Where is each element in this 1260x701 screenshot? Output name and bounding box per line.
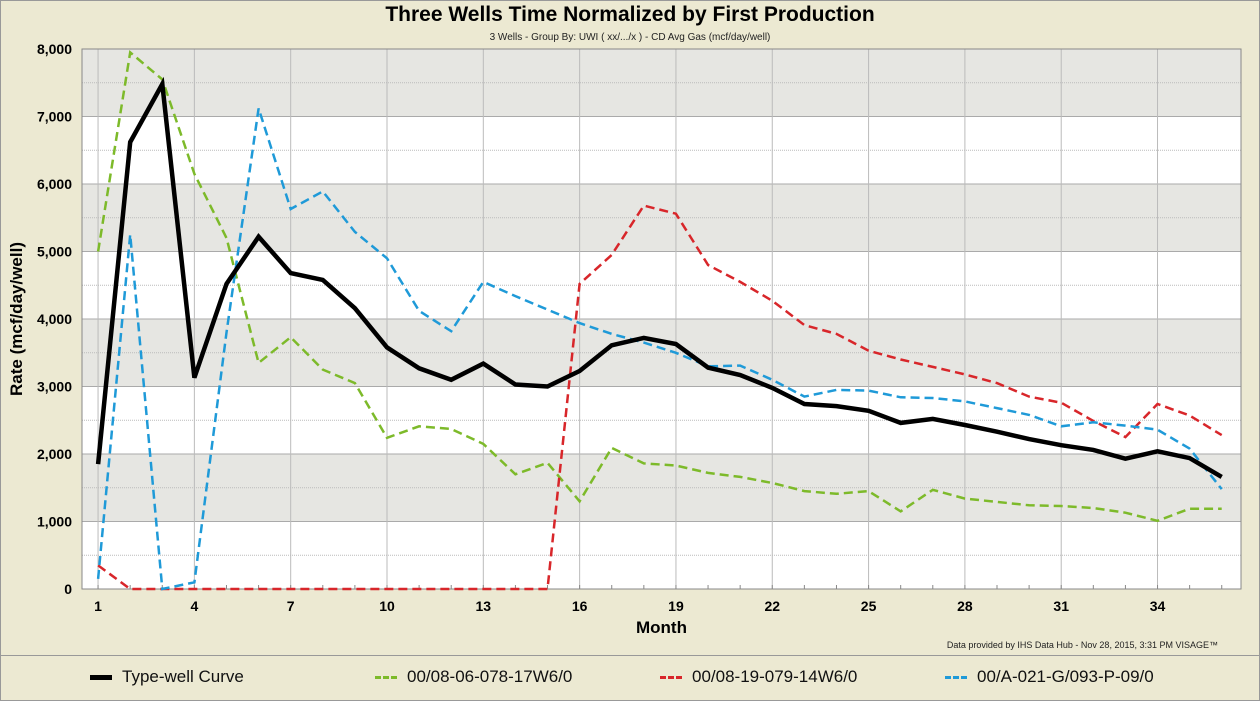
grid-band [82,319,1241,387]
chart-subtitle: 3 Wells - Group By: UWI ( xx/.../x ) - C… [489,32,771,43]
series-line-2 [97,204,1223,591]
data-credit: Data provided by IHS Data Hub - Nov 28, … [946,640,1218,650]
legend-label: 00/08-06-078-17W6/0 [407,667,573,686]
x-tick-label: 31 [1053,598,1069,614]
x-tick-label: 34 [1150,598,1166,614]
y-tick-label: 7,000 [37,109,72,125]
x-tick-label: 22 [764,598,780,614]
y-axis-label: Rate (mcf/day/well) [7,242,26,396]
legend-swatch [90,674,112,680]
x-tick-label: 25 [861,598,877,614]
x-tick-label: 7 [287,598,295,614]
plot-border [81,48,1242,590]
legend-label: 00/A-021-G/093-P-09/0 [977,667,1154,686]
legend-swatch [945,675,967,679]
y-tick-label: 3,000 [37,379,72,395]
legend-swatch [375,675,397,679]
legend-item: Type-well Curve [90,667,244,687]
y-tick-label: 4,000 [37,311,72,327]
y-tick-label: 1,000 [37,514,72,530]
legend-item: 00/08-19-079-14W6/0 [660,667,857,687]
x-tick-label: 1 [94,598,102,614]
series-line-0 [95,76,1223,479]
x-tick-label: 4 [190,598,198,614]
x-axis-label: Month [636,618,687,637]
legend-swatch [660,675,682,679]
x-tick-label: 13 [476,598,492,614]
legend-item: 00/08-06-078-17W6/0 [375,667,572,687]
series-line-3 [96,108,1223,591]
y-tick-label: 8,000 [37,41,72,57]
y-tick-label: 0 [64,581,72,597]
x-tick-label: 19 [668,598,684,614]
x-tick-label: 16 [572,598,588,614]
chart-title: Three Wells Time Normalized by First Pro… [385,3,875,26]
series-line-1 [96,50,1222,523]
grid-band [82,49,1241,117]
legend-divider [0,655,1260,656]
y-tick-label: 2,000 [37,446,72,462]
legend-label: Type-well Curve [122,667,244,686]
grid-band [82,184,1241,252]
x-tick-label: 28 [957,598,973,614]
legend-label: 00/08-19-079-14W6/0 [692,667,858,686]
legend-item: 00/A-021-G/093-P-09/0 [945,667,1154,687]
y-tick-label: 6,000 [37,176,72,192]
grid-band [82,454,1241,522]
y-tick-label: 5,000 [37,244,72,260]
x-tick-label: 10 [379,598,395,614]
